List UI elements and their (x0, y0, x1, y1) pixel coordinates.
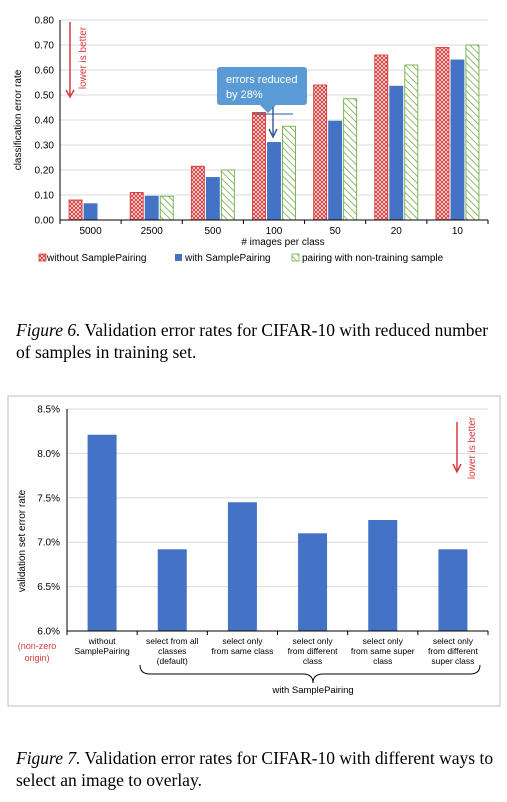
figure7-x-tick-label: from same class (211, 646, 273, 656)
figure6-y-tick-label: 0.10 (35, 191, 55, 202)
figure7-caption-text: Validation error rates for CIFAR-10 with… (16, 748, 494, 790)
figure6-bar-with (205, 177, 220, 221)
figure7-bar (227, 502, 257, 631)
nonzero-origin-line2: origin) (24, 653, 49, 663)
figure7-x-tick-label: classes (158, 646, 186, 656)
figure7-caption: Figure 7. Validation error rates for CIF… (16, 747, 496, 791)
figure6-y-tick-label: 0.60 (35, 66, 55, 77)
figure7-x-tick-label: select only (363, 636, 404, 646)
callout-line2: by 28% (226, 89, 263, 101)
legend-swatch-without (38, 253, 47, 262)
figure6-y-tick-label: 0.40 (35, 116, 55, 127)
figure6-bar-without (68, 199, 83, 221)
figure6-bar-nontraining (159, 195, 174, 221)
figure7-y-tick-label: 6.5% (37, 582, 60, 593)
figure6-bar-with (267, 142, 281, 221)
figure6-bar-without (374, 54, 389, 221)
figure7-x-tick-label: select only (433, 636, 474, 646)
lower-is-better-text: lower is better (78, 26, 89, 89)
figure7-caption-label: Figure 7. (16, 748, 81, 768)
figure6-chart: 0.00 0.10 0.20 0.30 0.40 0.50 0.60 0.70 0.80 5000… (0, 0, 507, 275)
figure7-y-tick-label: 7.0% (37, 538, 60, 549)
figure7-lower-is-better-text: lower is better (467, 416, 478, 479)
figure7-x-tick-label: from different (428, 646, 479, 656)
figure6-bar-without (252, 112, 266, 221)
figure6-bar-with (83, 203, 98, 221)
figure6-caption-text: Validation error rates for CIFAR-10 with… (16, 320, 489, 362)
legend-swatch-with (175, 254, 182, 261)
figure6-bar-nontraining (343, 98, 358, 221)
figure6-x-tick-label: 5000 (79, 226, 102, 237)
legend-label-nontraining: pairing with non-training sample (302, 253, 444, 264)
figure7-x-tick-label: without (88, 636, 117, 646)
legend-swatch-nontraining (291, 253, 300, 262)
figure6-bar-nontraining (404, 64, 419, 221)
figure7-y-tick-label: 7.5% (37, 493, 60, 504)
figure6-bar-without (190, 165, 205, 221)
figure6-bar-without (313, 84, 328, 221)
figure6-x-tick-label: 100 (266, 226, 283, 237)
figure7-bar (438, 549, 468, 631)
figure7-x-tick-label: class (303, 656, 322, 666)
figure6-x-tick-label: 20 (391, 226, 403, 237)
figure7-bar (368, 520, 398, 631)
figure7-y-tick-label: 8.5% (37, 405, 60, 416)
figure6-y-tick-label: 0.00 (35, 216, 55, 227)
figure6-caption: Figure 6. Validation error rates for CIF… (16, 319, 496, 363)
figure7-x-tick-label: select only (292, 636, 333, 646)
figure6-legend: without SamplePairing with SamplePairing… (38, 253, 444, 264)
figure7-bar (157, 549, 187, 631)
figure7-svg: 6.0% 6.5% 7.0% 7.5% 8.0% 8.5% withoutSamplePai… (7, 395, 501, 707)
figure6-lower-is-better: lower is better (65, 22, 89, 99)
figure6-caption-label: Figure 6. (16, 320, 81, 340)
figure6-bar-without (129, 192, 144, 221)
figure6-x-tick-label: 500 (205, 226, 222, 237)
figure7-x-tick-label: SamplePairing (74, 646, 130, 656)
figure6-bar-nontraining (282, 125, 296, 221)
figure7-lower-is-better: lower is better (452, 416, 478, 479)
callout-line1: errors reduced (226, 74, 298, 86)
figure6-callout: errors reduced by 28% (217, 67, 307, 139)
figure7-x-tick-label: (default) (157, 656, 188, 666)
figure6-x-tick-label: 10 (452, 226, 464, 237)
figure6-bar-with (389, 85, 404, 221)
figure6-svg: 0.00 0.10 0.20 0.30 0.40 0.50 0.60 0.70 0.80 5000… (13, 16, 489, 264)
figure6-x-axis-label: # images per class (241, 237, 324, 248)
legend-label-with: with SamplePairing (184, 253, 271, 264)
figure6-y-tick-label: 0.70 (35, 41, 55, 52)
figure7-chart: 6.0% 6.5% 7.0% 7.5% 8.0% 8.5% without SamplePai… (0, 395, 507, 715)
figure7-x-tick-label: from different (288, 646, 339, 656)
figure6-y-tick-label: 0.30 (35, 141, 55, 152)
figure6-x-tick-label: 2500 (141, 226, 164, 237)
with-samplepairing-group-label: with SamplePairing (271, 685, 353, 696)
figure7-bar (298, 533, 328, 631)
figure7-x-tick-label: class (373, 656, 392, 666)
figure6-bar-with (328, 120, 343, 221)
figure7-y-axis-label: validation set error rate (17, 489, 28, 592)
figure7-x-tick-label: select from all (146, 636, 199, 646)
figure6-bar-nontraining (465, 44, 480, 221)
with-samplepairing-brace (139, 664, 481, 684)
figure6-y-tick-label: 0.80 (35, 16, 55, 27)
figure7-frame (7, 395, 501, 707)
figure6-y-axis-label: classification error rate (13, 69, 24, 170)
figure6-bar-with (450, 59, 465, 221)
figure7-x-tick-label: select only (222, 636, 263, 646)
figure6-x-tick-label: 50 (330, 226, 342, 237)
figure6-y-tick-label: 0.20 (35, 166, 55, 177)
legend-label-without: without SamplePairing (46, 253, 147, 264)
figure7-y-tick-label: 8.0% (37, 449, 60, 460)
figure7-bar (87, 434, 117, 631)
figure6-bar-without (435, 47, 450, 221)
nonzero-origin-line1: (non-zero (18, 641, 57, 651)
figure6-bar-with (144, 195, 159, 221)
figure7-y-tick-label: 6.0% (37, 627, 60, 638)
figure6-bar-nontraining (220, 169, 235, 221)
figure7-x-tick-label: super class (431, 656, 474, 666)
figure6-y-tick-label: 0.50 (35, 91, 55, 102)
figure7-x-tick-label: from same super (351, 646, 415, 656)
